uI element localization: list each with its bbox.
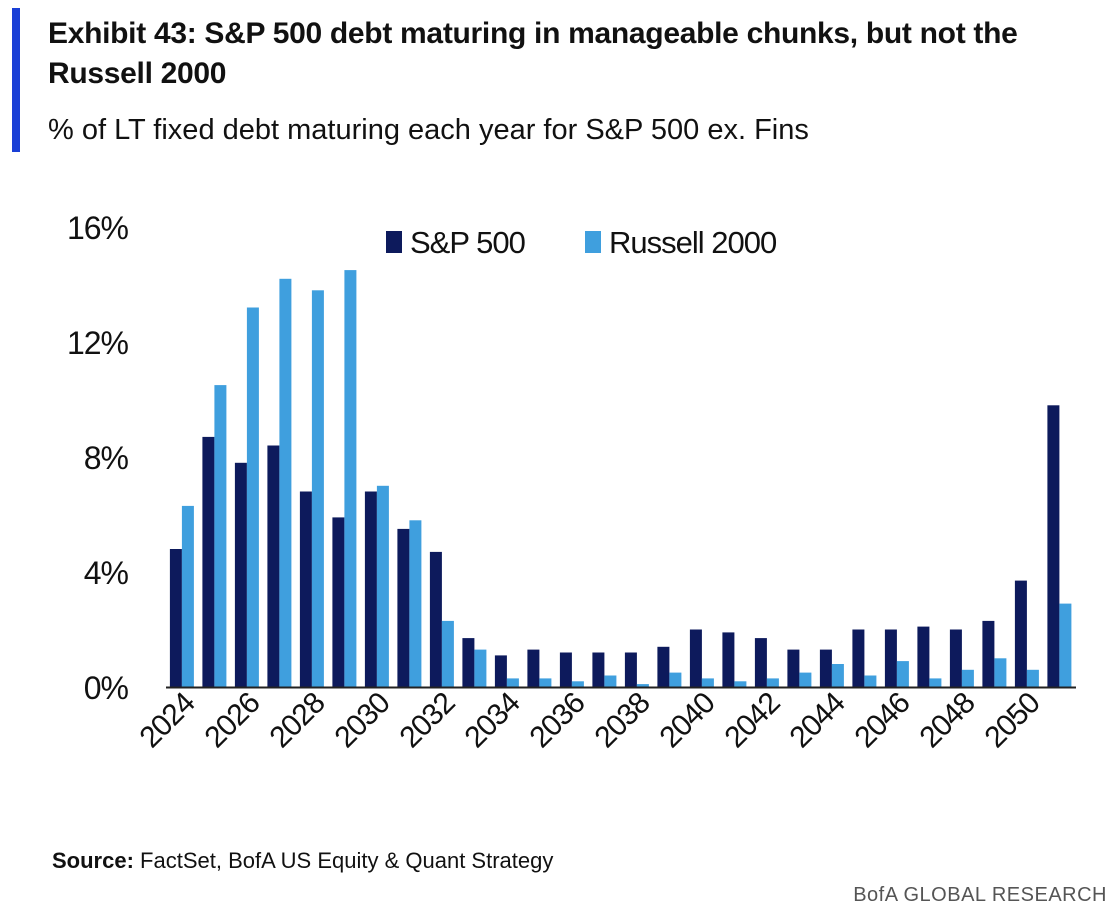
y-tick-label: 4% (84, 555, 129, 591)
x-tick-label: 2040 (653, 686, 721, 754)
accent-bar (12, 8, 20, 152)
y-tick-label: 8% (84, 440, 129, 476)
bar-russell2000 (539, 678, 552, 687)
x-tick-label: 2036 (523, 686, 591, 754)
bar-russell2000 (604, 675, 617, 687)
bar-russell2000 (929, 678, 942, 687)
bar-russell2000 (376, 485, 389, 688)
x-tick-label: 2032 (393, 686, 461, 754)
x-tick-label: 2042 (718, 686, 786, 754)
bar-russell2000 (1026, 669, 1039, 688)
source-label: Source: (52, 848, 134, 873)
x-tick-label: 2034 (458, 686, 526, 754)
x-tick-label: 2048 (913, 686, 981, 754)
bar-sp500 (169, 549, 182, 687)
x-axis: 2024202620282030203220342036203820402042… (133, 686, 1076, 754)
bar-sp500 (559, 652, 572, 687)
bar-russell2000 (766, 678, 779, 687)
bar-russell2000 (441, 620, 454, 687)
bar-sp500 (884, 629, 897, 687)
bar-sp500 (202, 436, 215, 687)
bar-russell2000 (961, 669, 974, 688)
bar-sp500 (364, 491, 377, 687)
bar-sp500 (917, 626, 930, 687)
bar-sp500 (267, 445, 280, 687)
x-tick-label: 2044 (783, 686, 851, 754)
chart-subtitle: % of LT fixed debt maturing each year fo… (48, 114, 809, 146)
x-tick-label: 2026 (198, 686, 266, 754)
bar-sp500 (429, 551, 442, 687)
bar-sp500 (722, 632, 735, 687)
bar-sp500 (949, 629, 962, 687)
legend-swatch-russell2000 (585, 231, 601, 253)
x-tick-label: 2028 (263, 686, 331, 754)
x-tick-label: 2050 (978, 686, 1046, 754)
bar-russell2000 (1059, 603, 1072, 687)
bar-sp500 (462, 638, 475, 687)
bar-sp500 (397, 528, 410, 687)
bar-chart: 0%4%8%12%16% 202420262028203020322034203… (67, 210, 1076, 754)
bar-russell2000 (864, 675, 877, 687)
bars (169, 270, 1072, 688)
legend: S&P 500 Russell 2000 (386, 225, 778, 260)
bar-russell2000 (181, 505, 194, 687)
bar-sp500 (234, 462, 247, 688)
bar-sp500 (332, 517, 345, 687)
bar-russell2000 (896, 661, 909, 687)
bar-sp500 (787, 649, 800, 687)
chart-title: Exhibit 43: S&P 500 debt maturing in man… (48, 17, 1018, 90)
source-text: FactSet, BofA US Equity & Quant Strategy (140, 848, 554, 873)
brand-label: BofA GLOBAL RESEARCH (853, 884, 1107, 906)
bar-russell2000 (734, 681, 747, 688)
bar-russell2000 (636, 684, 649, 687)
bar-sp500 (592, 652, 605, 687)
bar-sp500 (527, 649, 540, 687)
bar-russell2000 (279, 278, 292, 688)
bar-russell2000 (669, 672, 682, 687)
bar-russell2000 (311, 290, 324, 688)
legend-label-russell2000: Russell 2000 (609, 225, 777, 260)
y-axis: 0% 4% 8% 12% 16% (67, 210, 130, 706)
bar-sp500 (299, 491, 312, 687)
source-note: Source: FactSet, BofA US Equity & Quant … (52, 848, 553, 874)
bar-russell2000 (506, 678, 519, 687)
bar-sp500 (819, 649, 832, 687)
x-tick-label: 2024 (133, 686, 201, 754)
bar-russell2000 (344, 270, 357, 687)
bar-sp500 (689, 629, 702, 687)
x-tick-label: 2046 (848, 686, 916, 754)
bar-russell2000 (474, 649, 487, 687)
bar-russell2000 (994, 658, 1007, 688)
x-tick-label: 2030 (328, 686, 396, 754)
y-tick-label: 12% (67, 325, 129, 361)
bar-sp500 (494, 655, 507, 687)
bar-sp500 (1014, 580, 1027, 687)
bar-russell2000 (831, 664, 844, 687)
legend-swatch-sp500 (386, 231, 402, 253)
legend-label-sp500: S&P 500 (410, 225, 526, 260)
bar-sp500 (982, 620, 995, 687)
bar-russell2000 (214, 385, 227, 687)
bar-sp500 (657, 646, 670, 688)
bar-sp500 (624, 652, 637, 687)
bar-russell2000 (799, 672, 812, 687)
bar-sp500 (852, 629, 865, 687)
bar-russell2000 (571, 681, 584, 688)
bar-sp500 (1047, 405, 1060, 688)
bar-sp500 (754, 638, 767, 687)
bar-russell2000 (701, 678, 714, 687)
x-tick-label: 2038 (588, 686, 656, 754)
y-tick-label: 16% (67, 210, 129, 246)
y-tick-label: 0% (84, 670, 129, 706)
bar-russell2000 (409, 520, 422, 688)
bar-russell2000 (246, 307, 259, 687)
